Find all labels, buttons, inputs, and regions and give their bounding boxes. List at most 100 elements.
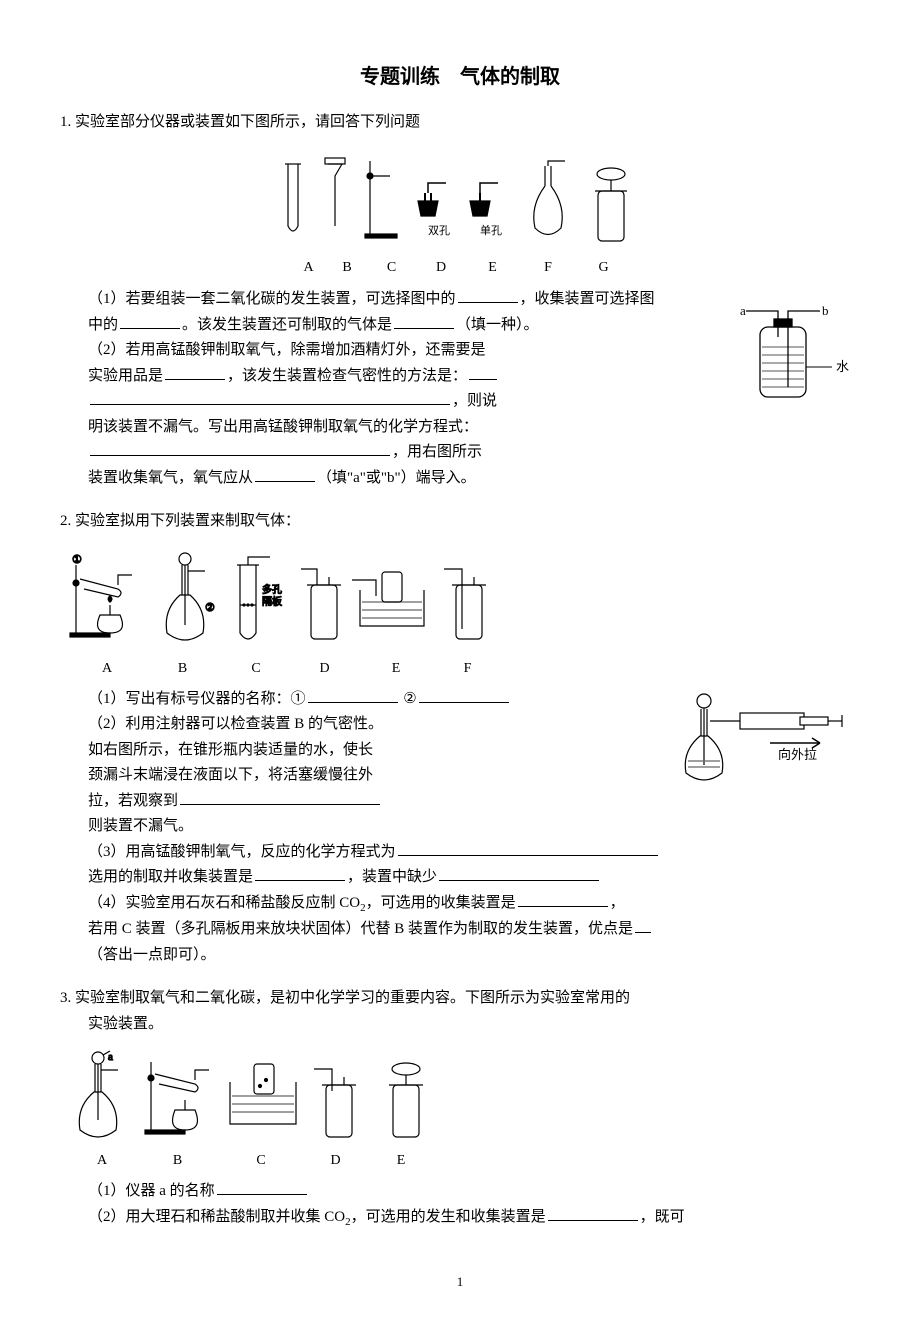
q3-label-b: B [138, 1149, 218, 1173]
q1-label-c: C [370, 256, 414, 280]
q1-label-g: G [580, 256, 628, 280]
q1-label-b: B [328, 256, 366, 280]
q3-p2a3: ，可选用的发生和收集装置是 [351, 1209, 546, 1225]
q1-figure-row: 双孔 单孔 A B C D E F G [60, 146, 860, 280]
q2-side-svg: 向外拉 [670, 691, 860, 791]
q1-side-b: b [822, 303, 829, 318]
q1-p2d: ，则说 [452, 393, 497, 409]
q3-label-a: A [70, 1149, 134, 1173]
q2-apparatus-svg: ① ② [60, 545, 520, 655]
q2-blank-1 [308, 687, 398, 703]
q2-p2b: 如右图所示，在锥形瓶内装适量的水，使长 [88, 742, 373, 758]
q1-p1c: 中的 [88, 317, 118, 333]
q1-sk-label: 单孔 [480, 224, 502, 237]
q1-p2a: （2）若用高锰酸钾制取氧气，除需增加酒精灯外，还需要是 [88, 342, 486, 358]
q2-stem: 实验室拟用下列装置来制取气体： [75, 513, 300, 529]
q1-p2b: 实验用品是 [88, 368, 163, 384]
q1-blank-4 [165, 364, 225, 380]
q3-p2a: （2）用大理石和稀盐酸制取并收集 CO [88, 1209, 345, 1225]
q2-number: 2. [60, 513, 71, 529]
q1-p2e: 明该装置不漏气。写出用高锰酸钾制取氧气的化学方程式： [88, 419, 478, 435]
q3-apparatus-svg: a [60, 1047, 460, 1147]
q2-p2c: 颈漏斗末端浸在液面以下，将活塞缓慢往外 [88, 767, 373, 783]
svg-text:隔板: 隔板 [262, 595, 282, 608]
q2-label-c: C [221, 657, 291, 681]
svg-text:a: a [108, 1051, 113, 1063]
q3-apparatus-labels: A B C D E [60, 1149, 470, 1173]
q1-blank-5 [90, 389, 450, 405]
svg-text:多孔: 多孔 [262, 583, 282, 596]
q3-figure-row: a [60, 1047, 860, 1173]
q1-p2f: ，用右图所示 [392, 444, 482, 460]
q1-blank-2 [120, 313, 180, 329]
q1-blank-3 [394, 313, 454, 329]
q1-side-svg: a b 水 [740, 287, 860, 417]
q1-p1a: （1）若要组装一套二氧化碳的发生装置，可选择图中的 [88, 291, 456, 307]
q3-stem: 实验室制取氧气和二氧化碳，是初中化学学习的重要内容。下图所示为实验室常用的 [75, 990, 630, 1006]
question-2: 2. 实验室拟用下列装置来制取气体： ① [60, 509, 860, 968]
q3-body: （1）仪器 a 的名称 （2）用大理石和稀盐酸制取并收集 CO2，可选用的发生和… [88, 1179, 860, 1231]
q1-number: 1. [60, 114, 71, 130]
q2-p1b: ② [403, 691, 416, 707]
q1-label-e: E [469, 256, 517, 280]
q1-p1b: ，收集装置可选择图 [520, 291, 655, 307]
q3-number: 3. [60, 990, 71, 1006]
q2-p4c: （答出一点即可）。 [88, 947, 216, 963]
q1-label-a: A [293, 256, 325, 280]
q2-label-a: A [70, 657, 144, 681]
q1-stem: 实验室部分仪器或装置如下图所示，请回答下列问题 [75, 114, 420, 130]
q2-figure-row: ① ② [60, 545, 860, 681]
question-3: 3. 实验室制取氧气和二氧化碳，是初中化学学习的重要内容。下图所示为实验室常用的… [60, 986, 860, 1231]
q2-p3b: 选用的制取并收集装置是 [88, 869, 253, 885]
q2-p4a: （4）实验室用石灰石和稀盐酸反应制 CO [88, 895, 360, 911]
q2-blank-8 [635, 917, 651, 933]
q3-p2a4: ，既可 [640, 1209, 685, 1225]
q1-apparatus-labels: A B C D E F G [270, 256, 650, 280]
svg-text:②: ② [205, 602, 215, 614]
q3-p1a: （1）仪器 a 的名称 [88, 1183, 215, 1199]
q2-p4a3: ，可选用的收集装置是 [366, 895, 516, 911]
page-number: 1 [60, 1271, 860, 1293]
q2-label-e: E [358, 657, 434, 681]
q1-blank-5a [469, 364, 497, 380]
q1-blank-7 [255, 466, 315, 482]
q1-blank-6 [90, 440, 390, 456]
svg-text:①: ① [72, 554, 82, 566]
q1-blank-1 [458, 287, 518, 303]
q3-label-e: E [370, 1149, 432, 1173]
q2-p4b: 若用 C 装置（多孔隔板用来放块状固体）代替 B 装置作为制取的发生装置，优点是 [88, 921, 633, 937]
q2-p2e: 则装置不漏气。 [88, 818, 193, 834]
q3-label-c: C [221, 1149, 301, 1173]
q2-p3c: ，装置中缺少 [347, 869, 437, 885]
q1-side-a: a [740, 303, 746, 318]
page-title: 专题训练 气体的制取 [60, 60, 860, 94]
q1-p2c: ，该发生装置检查气密性的方法是： [227, 368, 467, 384]
q3-blank-2 [548, 1205, 638, 1221]
q2-blank-5 [255, 865, 345, 881]
q2-p4a4: ， [610, 895, 625, 911]
q1-p1d: 。该发生装置还可制取的气体是 [182, 317, 392, 333]
q2-p1a: （1）写出有标号仪器的名称：① [88, 691, 306, 707]
q1-p2g: 装置收集氧气，氧气应从 [88, 470, 253, 486]
q1-side-water: 水 [836, 359, 849, 374]
q2-blank-3 [180, 789, 380, 805]
q2-label-b: B [148, 657, 218, 681]
q2-apparatus-labels: A B C D E F [60, 657, 530, 681]
q2-blank-4 [398, 840, 658, 856]
q2-side-figure: 向外拉 [670, 691, 860, 801]
q3-stem2: 实验装置。 [88, 1012, 163, 1038]
q1-p2h: （填"a"或"b"）端导入。 [317, 470, 476, 486]
q2-blank-7 [518, 891, 608, 907]
q1-label-f: F [520, 256, 576, 280]
q2-p3a: （3）用高锰酸钾制氧气，反应的化学方程式为 [88, 844, 396, 860]
q2-arrow-label: 向外拉 [778, 747, 817, 762]
q2-p2d: 拉，若观察到 [88, 793, 178, 809]
q2-p2a: （2）利用注射器可以检查装置 B 的气密性。 [88, 716, 383, 732]
q2-label-d: D [295, 657, 355, 681]
q3-blank-1 [217, 1179, 307, 1195]
q3-label-d: D [305, 1149, 367, 1173]
q1-dk-label: 双孔 [428, 224, 450, 237]
question-1: 1. 实验室部分仪器或装置如下图所示，请回答下列问题 [60, 110, 860, 491]
q1-apparatus-svg: 双孔 单孔 [270, 146, 650, 256]
q1-label-d: D [417, 256, 465, 280]
